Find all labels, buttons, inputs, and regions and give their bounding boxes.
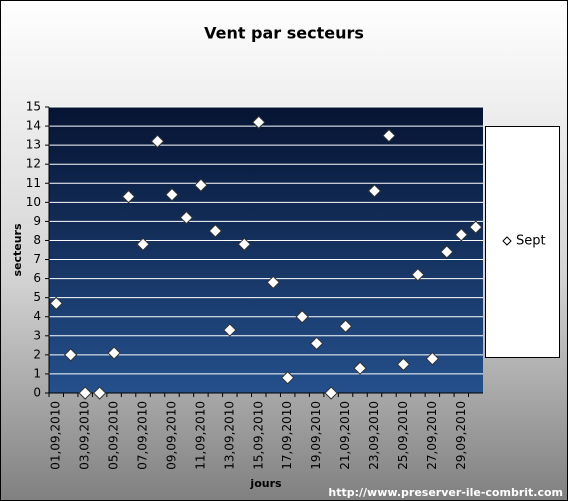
marker — [208, 224, 223, 238]
x-tick-label: 19,09,2010 — [309, 401, 323, 470]
x-tick-label: 29,09,2010 — [454, 401, 468, 470]
marker — [280, 371, 295, 385]
marker — [266, 275, 280, 290]
marker — [121, 189, 136, 204]
marker — [78, 386, 92, 400]
x-tick-label: 13,09,2010 — [222, 401, 236, 470]
marker — [338, 319, 353, 333]
marker — [63, 348, 78, 362]
source: http://www.preserver-ile-combrit.com — [328, 486, 563, 499]
legend-label: Sept — [516, 234, 546, 249]
y-tick-label: 11 — [26, 176, 41, 190]
x-tick-label: 07,09,2010 — [136, 401, 150, 470]
marker — [411, 268, 425, 282]
legend-marker — [502, 236, 512, 246]
x-tick-label: 01,09,2010 — [49, 401, 63, 470]
marker — [150, 134, 165, 149]
x-tick-label: 05,09,2010 — [107, 401, 121, 470]
x-axis-label: jours — [249, 477, 282, 490]
y-tick-label: 4 — [33, 309, 41, 323]
x-tick-label: 25,09,2010 — [396, 401, 410, 470]
marker — [107, 346, 121, 360]
marker — [440, 245, 454, 259]
y-tick-label: 15 — [26, 100, 41, 114]
marker — [324, 386, 338, 400]
marker — [295, 310, 309, 324]
x-tick-label: 27,09,2010 — [425, 401, 439, 470]
x-tick-label: 23,09,2010 — [367, 401, 381, 470]
x-tick-label: 21,09,2010 — [338, 401, 352, 470]
marker — [252, 115, 266, 129]
marker — [179, 210, 194, 225]
y-tick-label: 0 — [33, 386, 41, 400]
marker — [92, 386, 107, 400]
y-tick-label: 12 — [26, 157, 41, 171]
x-tick-label: 17,09,2010 — [280, 401, 294, 470]
y-tick-label: 3 — [33, 328, 41, 342]
x-tick-label: 11,09,2010 — [193, 401, 207, 470]
marker — [223, 323, 237, 337]
legend — [485, 126, 560, 358]
marker — [194, 178, 208, 192]
y-tick-label: 8 — [33, 233, 41, 247]
y-tick-label: 2 — [33, 347, 41, 361]
y-tick-label: 14 — [26, 119, 41, 133]
x-tick-label: 09,09,2010 — [164, 401, 178, 470]
y-tick-label: 13 — [26, 138, 41, 152]
marker — [353, 361, 367, 375]
y-tick-label: 9 — [33, 214, 41, 228]
marker — [425, 351, 440, 366]
y-axis-label: secteurs — [11, 223, 24, 277]
marker — [382, 128, 396, 143]
marker — [367, 184, 382, 198]
y-tick-label: 5 — [33, 290, 41, 304]
x-tick-label: 03,09,2010 — [78, 401, 92, 470]
y-tick-label: 6 — [33, 271, 41, 285]
marker — [165, 187, 179, 202]
y-tick-label: 7 — [33, 252, 41, 266]
marker — [469, 220, 483, 234]
marker — [237, 237, 252, 251]
marker — [396, 357, 411, 372]
marker — [49, 296, 63, 311]
x-tick-label: 15,09,2010 — [251, 401, 265, 470]
chart-title: Vent par secteurs — [204, 24, 364, 43]
plot-area — [49, 107, 483, 393]
marker — [136, 237, 150, 251]
marker — [454, 228, 469, 242]
y-tick-label: 1 — [33, 366, 41, 380]
marker — [309, 336, 324, 351]
y-tick-label: 10 — [26, 195, 41, 209]
